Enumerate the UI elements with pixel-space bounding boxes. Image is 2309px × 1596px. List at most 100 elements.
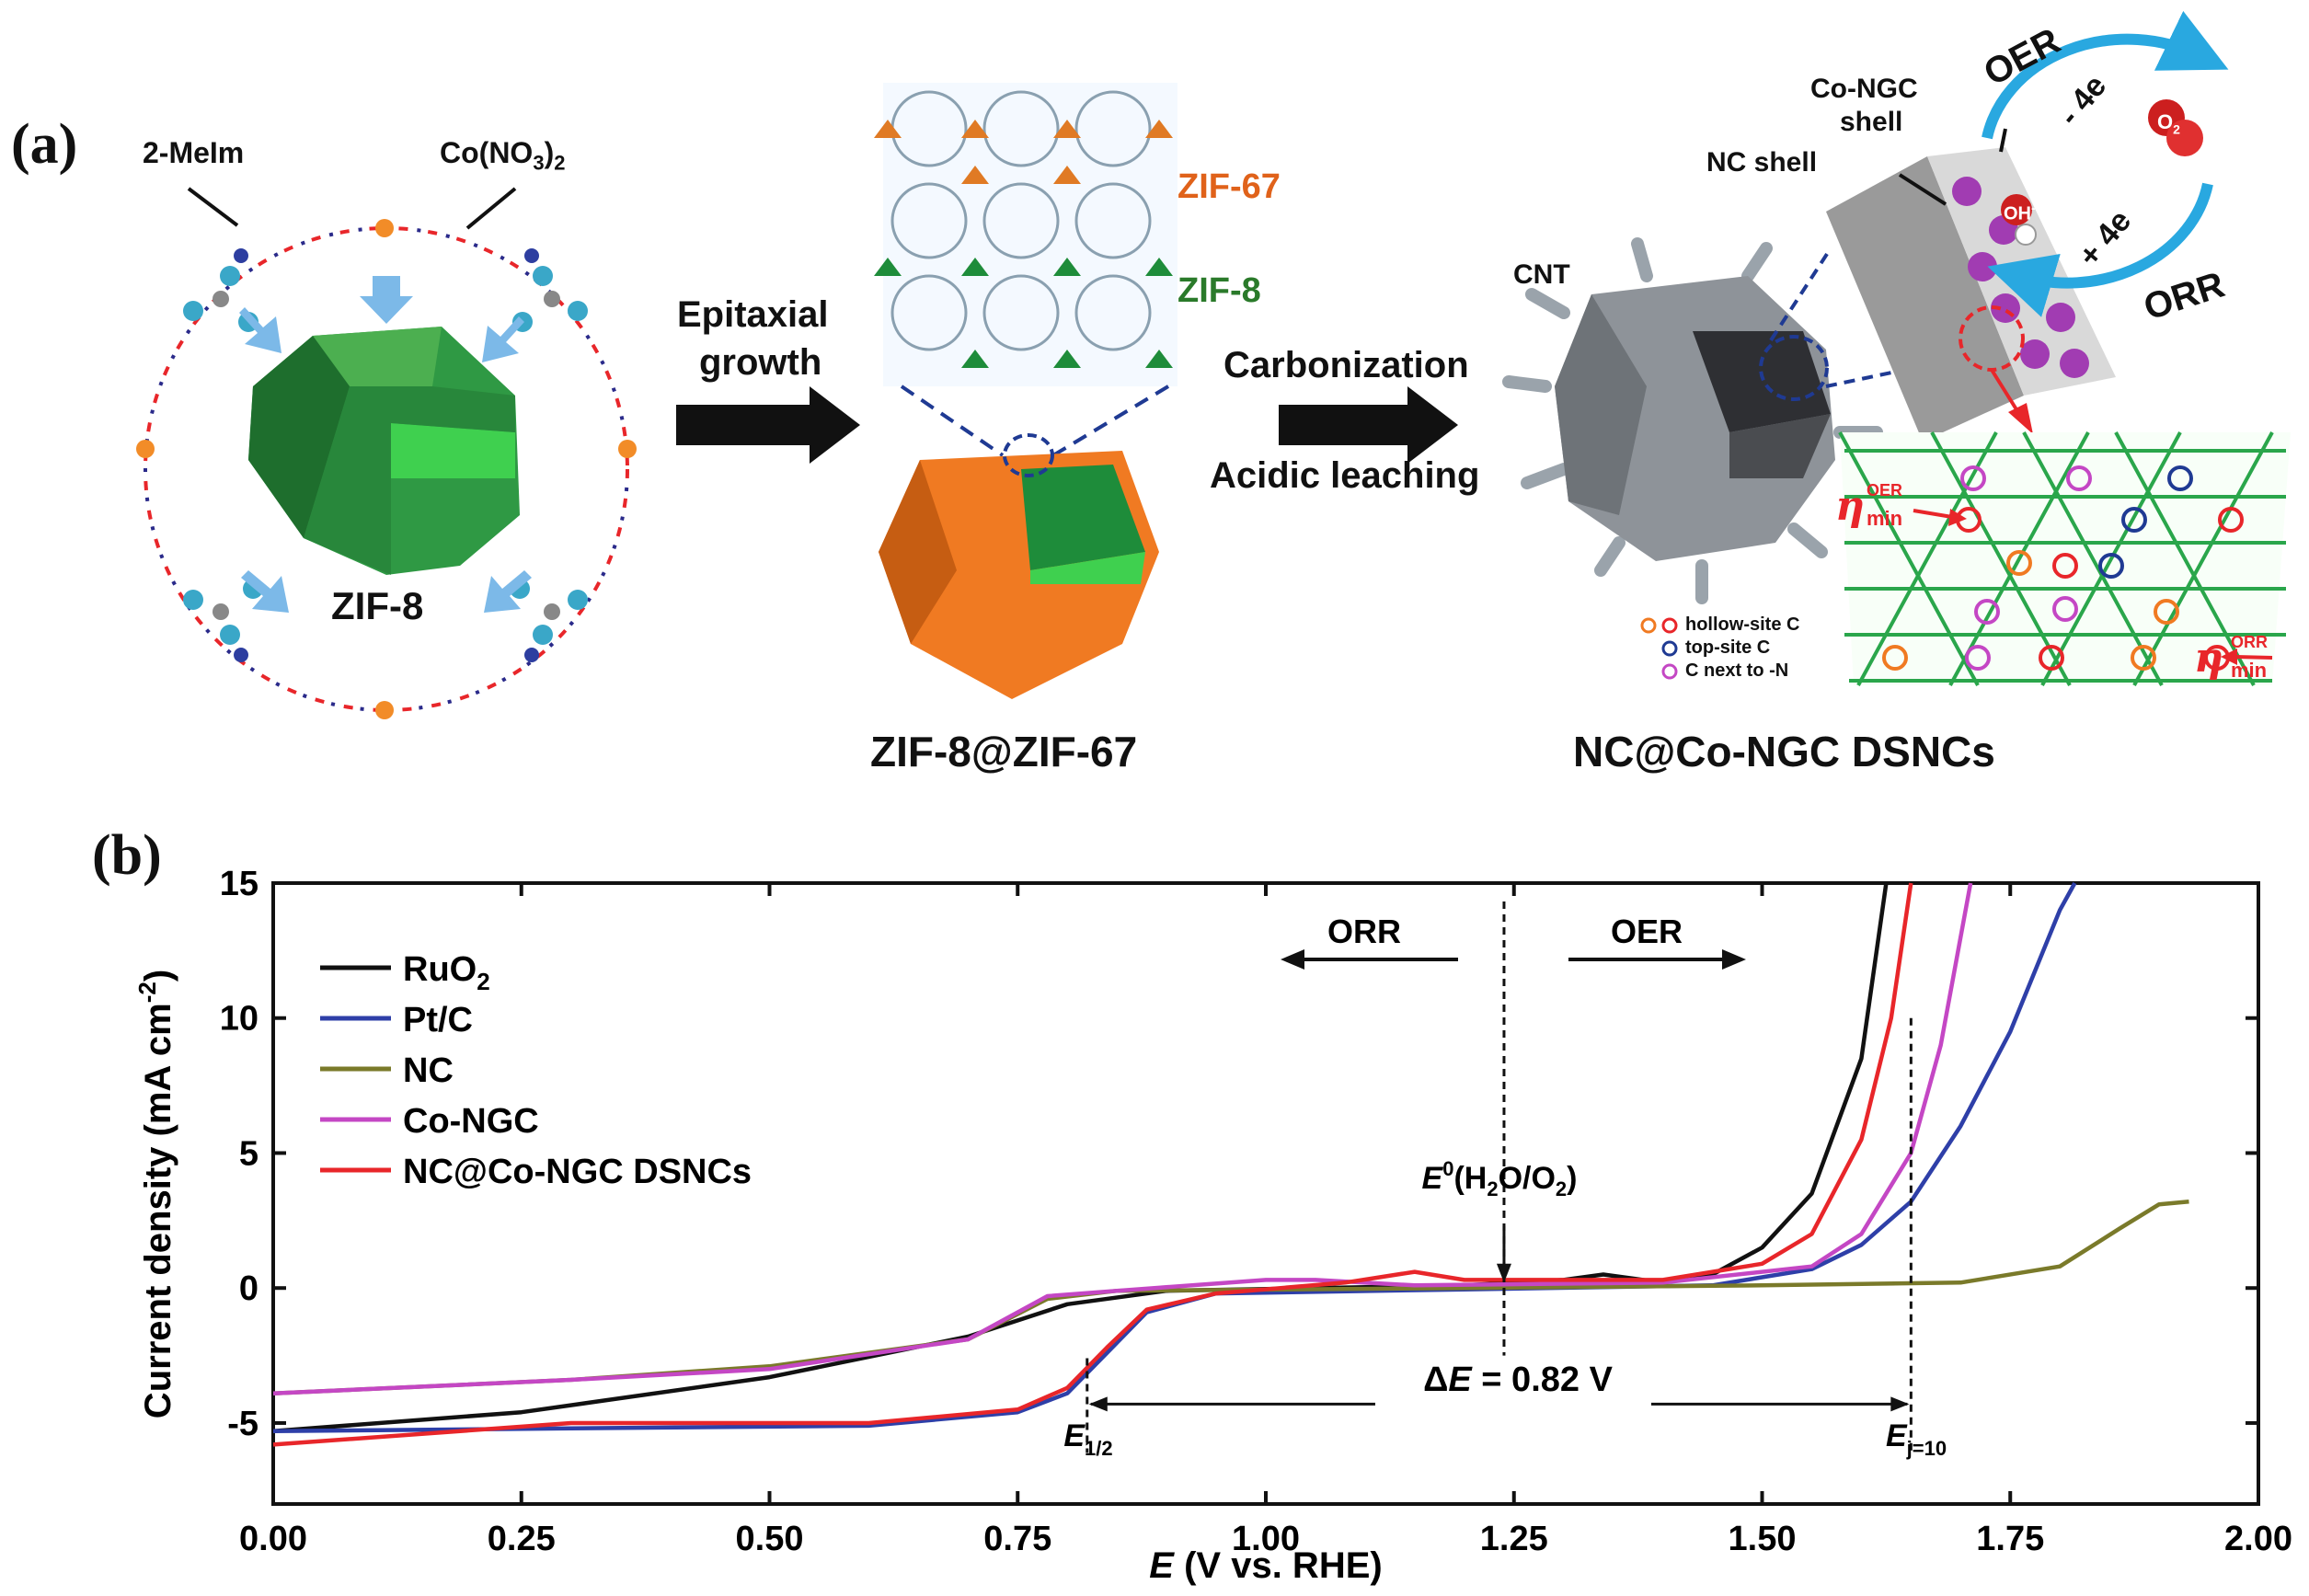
core-shell-crystal (879, 433, 1159, 699)
shell-block (1826, 147, 2116, 442)
eta-oer-sub: min (1867, 507, 1903, 530)
co-nitrate-sub1: 3 (533, 151, 545, 175)
delta-prefix: Δ (1423, 1361, 1448, 1399)
y-axis-label-main: Current density (mA cm (138, 1003, 178, 1418)
e-j-italic: E (1886, 1418, 1908, 1453)
y-axis-label-sup: -2 (133, 982, 161, 1003)
eta-orr-sup: ORR (2231, 633, 2268, 651)
step2-line1: Carbonization (1223, 345, 1469, 385)
x-tick-label: 1.75 (1976, 1520, 2044, 1558)
y-tick-label: 10 (220, 1000, 258, 1039)
co-nitrate-main: Co(NO (440, 136, 534, 169)
panel-b-label: (b) (92, 824, 162, 887)
legend-label-2: NC (403, 1051, 454, 1090)
series-line-2 (272, 1200, 2189, 1395)
e-j-label: Ej=10 (1886, 1418, 1947, 1460)
legend-label-1: Pt/C (403, 1001, 473, 1039)
orr-direction-label: ORR (1327, 913, 1401, 950)
panel-a-label: (a) (11, 113, 78, 176)
legend-label-0: RuO2 (403, 950, 490, 995)
x-tick-label: 0.75 (983, 1520, 1051, 1558)
e-half-italic: E (1063, 1418, 1086, 1453)
oer-orr-cycle (1982, 10, 2229, 317)
x-tick-label: 0.50 (736, 1520, 804, 1558)
assembly-arrows (239, 276, 532, 613)
y-tick-label: 15 (220, 865, 258, 903)
x-tick-label: 1.50 (1729, 1520, 1797, 1558)
legend-label-0-main: RuO (403, 950, 477, 989)
core-shell-label: ZIF-8@ZIF-67 (870, 728, 1138, 775)
o2-main: O (2157, 110, 2174, 133)
co-shell-line1: Co-NGC (1810, 74, 1918, 104)
series-line-4 (272, 882, 1913, 1447)
eta-orr-symbol: η (2194, 635, 2223, 682)
y-tick-label: 5 (239, 1134, 258, 1173)
x-tick-label: 0.25 (488, 1520, 556, 1558)
x-tick-label: 2.00 (2224, 1520, 2292, 1558)
eta-orr-label: η ORR min (2194, 633, 2268, 682)
reagent-co-nitrate: Co(NO3)2 (440, 136, 565, 175)
eta-oer-sup: OER (1867, 481, 1903, 499)
co-shell-line2: shell (1840, 107, 1903, 137)
x-axis-label-italic: E (1149, 1545, 1175, 1586)
e0-rest: (H (1453, 1161, 1487, 1196)
zif8-crystal (248, 327, 520, 575)
site-legend-markers (1640, 617, 1678, 680)
e0-close: ) (1567, 1161, 1577, 1196)
e0-sup: 0 (1442, 1157, 1453, 1180)
oh-sup: - (2031, 201, 2036, 215)
e0-italic: E (1422, 1161, 1444, 1196)
graphene-lattice (1838, 431, 2291, 686)
delta-value: = 0.82 V (1472, 1361, 1614, 1399)
delta-arrow-head-left (1088, 1396, 1108, 1412)
co-nitrate-sub2: 2 (554, 151, 566, 175)
delta-e-label: ΔE = 0.82 V (1423, 1361, 1613, 1399)
series-line-3 (272, 882, 1973, 1395)
e0-rest2: O/O (1499, 1161, 1556, 1196)
o2-molecule-label: O2 (2157, 110, 2180, 136)
e0-sub1: 2 (1487, 1177, 1498, 1200)
x-tick-label: 1.00 (1232, 1520, 1300, 1558)
step1-line1: Epitaxial (677, 294, 829, 335)
schematic-panel-a (136, 10, 2291, 719)
site-legend-top: top-site C (1685, 637, 1771, 658)
oer-direction-label: OER (1611, 913, 1683, 950)
delta-italic: E (1448, 1361, 1473, 1399)
y-tick-label: -5 (227, 1405, 258, 1443)
o2-sub: 2 (2173, 121, 2180, 137)
x-axis-label-rest: (V vs. RHE) (1174, 1545, 1383, 1586)
framework-zif8: ZIF-8 (1177, 271, 1261, 310)
direction-arrows: ORR OER (1281, 913, 1746, 970)
reagent-2-meim: 2-MeIm (143, 136, 245, 169)
y-axis-label: Current density (mA cm-2) (133, 970, 178, 1418)
x-tick-label: 0.00 (239, 1520, 307, 1558)
oh-ion-label: OH- (2004, 201, 2036, 225)
oh-main: OH (2004, 203, 2031, 224)
lsv-chart: 0.00 0.25 0.50 0.75 1.00 1.25 1.50 1.75 2.00 -5 0 5… (133, 865, 2292, 1586)
eta-orr-sub: min (2231, 659, 2268, 682)
x-tick-label: 1.25 (1480, 1520, 1548, 1558)
e-j-sub: j=10 (1906, 1437, 1947, 1460)
legend-label-4: NC@Co-NGC DSNCs (403, 1153, 752, 1191)
cnt-label: CNT (1513, 259, 1570, 290)
legend-label-0-sub: 2 (477, 968, 489, 995)
zif8-label: ZIF-8 (331, 584, 424, 627)
site-legend-n: C next to -N (1685, 660, 1789, 681)
e0-sub2: 2 (1556, 1177, 1567, 1200)
y-tick-label: 0 (239, 1269, 258, 1308)
co-nitrate-close: ) (544, 136, 555, 169)
y-axis-label-close: ) (138, 970, 178, 982)
legend: RuO2 Pt/C NC Co-NGC NC@Co-NGC DSNCs (320, 950, 752, 1191)
e0-pointer-head (1496, 1263, 1511, 1283)
e-half-sub: 1/2 (1085, 1437, 1113, 1460)
delta-arrow-head-right (1890, 1396, 1910, 1412)
eta-oer-label: η OER min (1835, 481, 1902, 530)
plot-frame (271, 881, 2260, 1506)
step1-line2: growth (699, 342, 822, 383)
arrow-carbonization (1279, 386, 1458, 464)
zif-framework (874, 83, 1177, 386)
cnt-polyhedron (1502, 237, 1883, 604)
site-legend-hollow: hollow-site C (1685, 614, 1800, 635)
x-axis-label: E (V vs. RHE) (1149, 1545, 1382, 1586)
legend-label-3: Co-NGC (403, 1102, 539, 1141)
